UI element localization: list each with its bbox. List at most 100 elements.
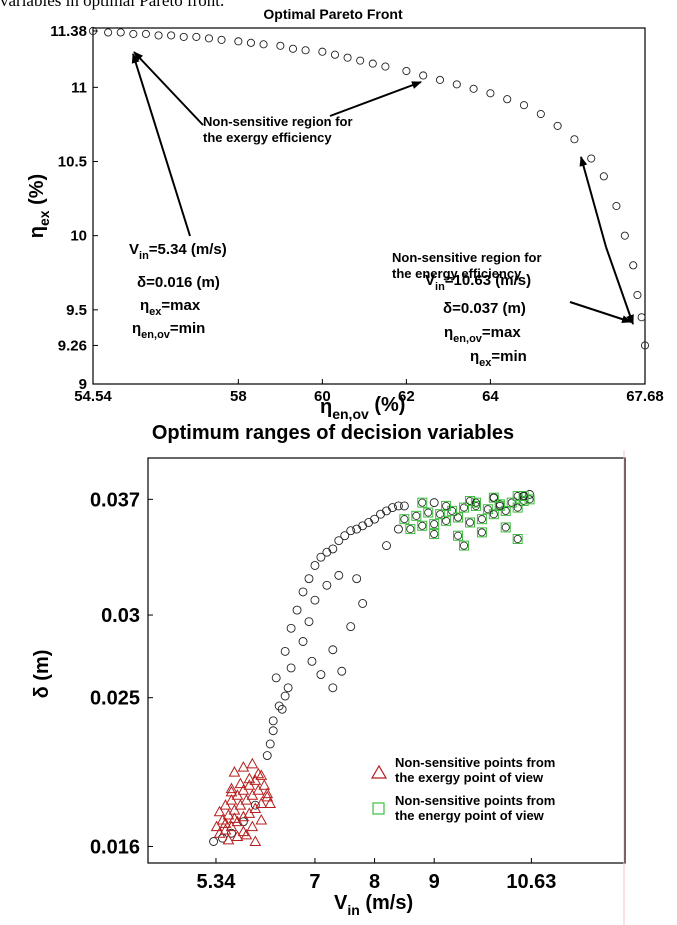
energy-point — [518, 491, 529, 502]
left-eta-line3: ηex=max — [140, 297, 201, 318]
ranges-y-tick-label: 0.025 — [90, 688, 140, 710]
ranges-black-point — [268, 726, 278, 736]
pareto-front-chart: Optimal Pareto Front 54.54 58 60 62 64 67.68 … — [26, 6, 664, 422]
pareto-point — [452, 80, 461, 89]
energy-point — [470, 497, 481, 508]
energy-point — [459, 502, 470, 513]
energy-point-circle — [489, 510, 498, 519]
ranges-y-tick-label: 0.037 — [90, 489, 140, 511]
legend-exergy: Non-sensitive points from the exergy poi… — [395, 755, 559, 785]
exergy-point — [258, 779, 271, 790]
ranges-black-point — [358, 599, 368, 608]
energy-point — [476, 527, 487, 538]
ranges-black-point — [399, 501, 409, 511]
ranges-black-point — [322, 580, 332, 590]
energy-point — [512, 491, 523, 502]
pareto-x-tick-label: 67.68 — [626, 388, 664, 405]
exergy-point — [252, 767, 265, 779]
pareto-point — [356, 56, 365, 65]
pareto-point — [637, 313, 646, 322]
pareto-point — [570, 135, 579, 144]
pareto-plot-frame — [92, 27, 646, 385]
energy-point-circle — [525, 495, 534, 504]
pareto-point — [276, 41, 285, 50]
energy-point-circle — [460, 541, 469, 550]
exergy-point — [231, 830, 244, 842]
pareto-point — [503, 95, 512, 104]
exergy-point — [225, 785, 238, 797]
pareto-title: Optimal Pareto Front — [263, 6, 403, 22]
exergy-point — [213, 827, 226, 838]
exergy-point — [219, 823, 232, 835]
pareto-points — [88, 26, 650, 350]
energy-point-circle — [519, 492, 528, 501]
ranges-x-label: Vin (m/s) — [334, 892, 413, 918]
energy-point-circle — [477, 515, 486, 524]
energy-point-circle — [430, 530, 439, 539]
ranges-black-point — [304, 574, 314, 584]
pareto-point — [246, 38, 256, 47]
exergy-point — [219, 817, 232, 828]
ranges-black-point — [310, 560, 320, 570]
ranges-y-tick-label: 0.016 — [90, 836, 140, 858]
right-point-label: Vin=10.63 (m/s) δ=0.037 (m) ηen,ov=max η… — [425, 272, 531, 369]
energy-point-circle — [400, 515, 409, 524]
pareto-point — [204, 34, 213, 43]
ranges-black-point — [340, 531, 350, 541]
left-eta-line4: ηen,ov=min — [132, 320, 205, 341]
energy-point — [512, 502, 523, 513]
ranges-black-point — [310, 595, 320, 605]
exergy-point — [261, 787, 274, 799]
ranges-black-point — [274, 701, 284, 711]
energy-point — [441, 515, 452, 526]
ranges-black-point — [376, 509, 385, 519]
pareto-point — [141, 29, 150, 38]
ranges-black-point — [328, 544, 338, 554]
exergy-point — [249, 835, 262, 847]
ranges-black-point — [280, 646, 290, 656]
energy-point-circle — [424, 508, 433, 517]
energy-point-circle — [460, 503, 469, 512]
energy-point-circle — [442, 501, 451, 510]
ranges-y-tick-label: 0.03 — [101, 605, 140, 627]
pareto-x-tick-label: 64 — [482, 388, 499, 405]
energy-point-circle — [418, 498, 427, 507]
ranges-black-point — [286, 623, 296, 633]
right-vin: Vin=10.63 (m/s) — [425, 272, 531, 293]
pareto-point — [167, 31, 176, 40]
energy-point — [417, 497, 428, 508]
energy-point-circle — [418, 521, 427, 530]
pareto-point — [179, 32, 188, 41]
energy-point-circle — [489, 493, 498, 502]
left-delta: δ=0.016 (m) — [137, 274, 220, 291]
arrow-right-point — [569, 301, 632, 323]
ranges-black-point — [334, 536, 344, 546]
pareto-point — [629, 261, 638, 270]
pareto-point — [587, 154, 596, 163]
arrow-energy-down — [605, 246, 634, 325]
energy-point-circle — [501, 523, 510, 532]
pareto-point — [217, 35, 226, 44]
left-vin: Vin=5.34 (m/s) — [129, 241, 227, 262]
energy-point — [453, 530, 464, 541]
ranges-black-point — [316, 670, 326, 680]
energy-point-circle — [406, 525, 415, 534]
ranges-black-point — [298, 587, 308, 597]
right-delta: δ=0.037 (m) — [443, 300, 526, 317]
energy-point-circle — [430, 520, 439, 529]
exergy-point — [234, 777, 247, 789]
exergy-region-annotation: Non-sensitive region for the exergy effi… — [203, 114, 356, 145]
pareto-point — [288, 44, 298, 53]
ranges-black-point — [382, 506, 391, 516]
pareto-point — [259, 40, 268, 49]
ranges-legend: Non-sensitive points from the exergy poi… — [370, 755, 559, 823]
ranges-black-point — [328, 645, 338, 655]
pareto-point — [620, 231, 629, 240]
energy-point-circle — [442, 516, 451, 525]
energy-point-circle — [454, 531, 463, 540]
ranges-black-point — [334, 570, 344, 580]
pareto-y-tick-label: 9.5 — [66, 302, 87, 319]
energy-point — [453, 512, 464, 523]
ranges-black-point — [271, 673, 281, 683]
ranges-black-point — [370, 514, 380, 524]
